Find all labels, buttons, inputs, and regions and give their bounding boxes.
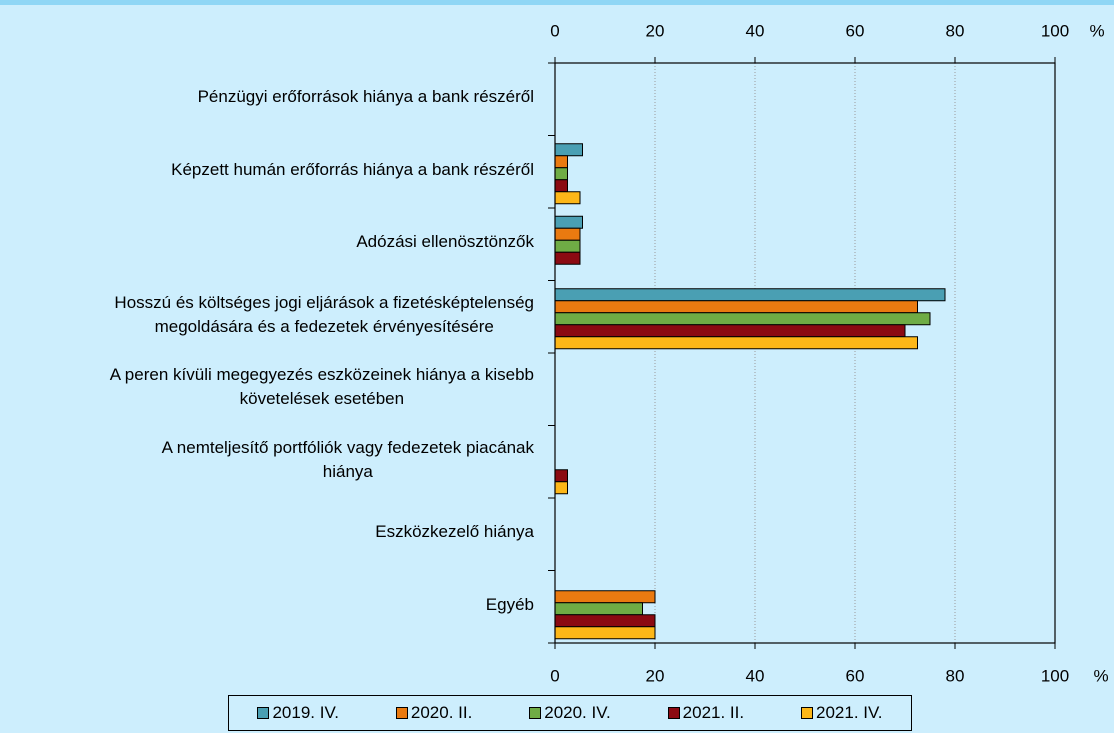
bar bbox=[554, 227, 581, 241]
label-line: megoldására és a fedezetek érvényesítésé… bbox=[154, 316, 494, 336]
y-tick-label: A nemteljesítő portfóliók vagy fedezetek… bbox=[162, 436, 534, 484]
bar bbox=[554, 614, 656, 628]
legend-label: 2019. IV. bbox=[272, 703, 339, 722]
legend-item: 2021. II. bbox=[667, 703, 745, 723]
bar bbox=[554, 300, 918, 314]
x-tick-label: 60 bbox=[846, 21, 865, 40]
bar bbox=[554, 324, 906, 338]
bar bbox=[554, 312, 931, 326]
x-tick-label: 100 bbox=[1041, 666, 1069, 685]
bar bbox=[554, 251, 581, 265]
bar bbox=[554, 155, 568, 169]
bar bbox=[554, 469, 568, 483]
legend-label: 2021. IV. bbox=[816, 703, 883, 722]
x-tick-label: 40 bbox=[746, 21, 765, 40]
bar bbox=[554, 191, 581, 205]
legend-item: 2020. IV. bbox=[529, 703, 611, 723]
x-tick-label: 100 bbox=[1041, 21, 1069, 40]
bar bbox=[554, 239, 581, 253]
bar bbox=[554, 481, 568, 495]
x-tick-label: 80 bbox=[946, 666, 965, 685]
bar bbox=[554, 215, 583, 229]
label-line: Képzett humán erőforrás hiánya a bank ré… bbox=[171, 159, 534, 179]
label-line: követelések esetében bbox=[239, 389, 405, 409]
unit-label: % bbox=[1089, 21, 1104, 40]
bar bbox=[554, 288, 946, 302]
legend-label: 2020. IV. bbox=[544, 703, 611, 722]
legend-swatch bbox=[667, 707, 680, 719]
legend-swatch bbox=[529, 707, 542, 719]
x-tick-label: 80 bbox=[946, 21, 965, 40]
bar bbox=[554, 336, 918, 350]
x-tick-label: 0 bbox=[550, 666, 559, 685]
bar bbox=[554, 143, 583, 157]
y-tick-label: Egyéb bbox=[486, 593, 534, 617]
bar bbox=[554, 602, 643, 616]
label-line: A peren kívüli megegyezés eszközeinek hi… bbox=[109, 365, 534, 385]
legend-item: 2020. II. bbox=[395, 703, 473, 723]
x-tick-label: 20 bbox=[646, 666, 665, 685]
legend-item: 2021. IV. bbox=[801, 703, 883, 723]
x-tick-label: 40 bbox=[746, 666, 765, 685]
label-line: Pénzügyi erőforrások hiánya a bank részé… bbox=[197, 87, 534, 107]
legend-label: 2020. II. bbox=[410, 703, 473, 722]
legend-label: 2021. II. bbox=[682, 703, 745, 722]
plot: 0 0 20 20 40 40 60 60 80 80 100 100%% bbox=[548, 21, 1109, 685]
label-line: hiánya bbox=[322, 461, 373, 481]
y-tick-label: Eszközkezelő hiánya bbox=[375, 520, 534, 544]
label-line: Egyéb bbox=[485, 594, 534, 614]
x-tick-label: 60 bbox=[846, 666, 865, 685]
y-tick-label: Képzett humán erőforrás hiánya a bank ré… bbox=[171, 158, 534, 182]
label-line: Hosszú és költséges jogi eljárások a fiz… bbox=[114, 292, 534, 312]
bar bbox=[554, 590, 656, 604]
plot-frame bbox=[554, 62, 1056, 644]
legend-swatch bbox=[801, 707, 814, 719]
legend-item: 2019. IV. bbox=[257, 703, 339, 723]
bar bbox=[554, 179, 568, 193]
x-tick-label: 0 bbox=[550, 21, 559, 40]
y-tick-label: Adózási ellenösztönzők bbox=[356, 230, 534, 254]
legend-swatch bbox=[257, 707, 270, 719]
y-tick-label: A peren kívüli megegyezés eszközeinek hi… bbox=[110, 363, 534, 411]
legend-swatch bbox=[395, 707, 408, 719]
label-line: Eszközkezelő hiánya bbox=[375, 522, 534, 542]
bar bbox=[554, 626, 656, 640]
bar bbox=[554, 167, 568, 181]
legend: 2019. IV. 2020. II. 2020. IV. 2021. II. 2021… bbox=[228, 695, 912, 731]
unit-label: % bbox=[1093, 666, 1108, 685]
x-tick-label: 20 bbox=[646, 21, 665, 40]
label-line: A nemteljesítő portfóliók vagy fedezetek… bbox=[161, 437, 534, 457]
y-tick-label: Pénzügyi erőforrások hiánya a bank részé… bbox=[198, 85, 534, 109]
label-line: Adózási ellenösztönzők bbox=[356, 232, 534, 252]
y-tick-label: Hosszú és költséges jogi eljárások a fiz… bbox=[114, 291, 534, 339]
